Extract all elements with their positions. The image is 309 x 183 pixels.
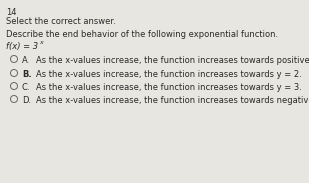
Text: As the x-values increase, the function increases towards y = 3.: As the x-values increase, the function i… bbox=[36, 83, 302, 92]
Text: As the x-values increase, the function increases towards positive infinity.: As the x-values increase, the function i… bbox=[36, 56, 309, 65]
Text: 14: 14 bbox=[6, 8, 16, 17]
Text: Select the correct answer.: Select the correct answer. bbox=[6, 17, 116, 26]
Text: x: x bbox=[39, 40, 43, 45]
Text: C.: C. bbox=[22, 83, 31, 92]
Text: As the x-values increase, the function increases towards y = 2.: As the x-values increase, the function i… bbox=[36, 70, 302, 79]
Text: A.: A. bbox=[22, 56, 30, 65]
Text: D.: D. bbox=[22, 96, 31, 105]
Text: f(x) = 3: f(x) = 3 bbox=[6, 42, 38, 51]
Text: B.: B. bbox=[22, 70, 32, 79]
Text: Describe the end behavior of the following exponential function.: Describe the end behavior of the followi… bbox=[6, 30, 278, 39]
Text: As the x-values increase, the function increases towards negative infinity.: As the x-values increase, the function i… bbox=[36, 96, 309, 105]
